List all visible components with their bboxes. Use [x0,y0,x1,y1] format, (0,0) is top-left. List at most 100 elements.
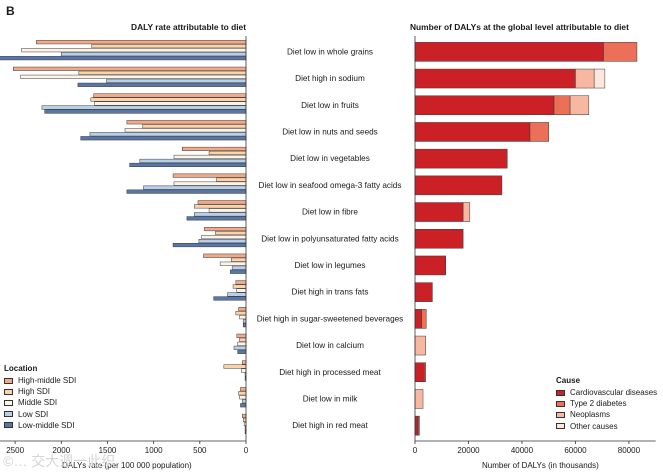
legend-label: Low-middle SDI [18,420,75,430]
category-label-diet-high-in-sugar-sweetened-beverages: Diet high in sugar-sweetened beverages [257,314,404,323]
legend-item-type-2-diabetes: Type 2 diabetes [556,398,657,409]
left-bar-middle-sdi-14 [239,395,247,400]
legend-item-low-sdi: Low SDI [4,409,76,420]
left-bar-low-middle-sdi-7 [186,216,247,221]
legend-swatch [4,422,13,429]
left-bar-high-middle-sdi-3 [93,93,247,98]
left-bar-high-middle-sdi-13 [242,360,247,365]
right-bar-neoplasms-12 [414,335,426,356]
left-bar-middle-sdi-6 [173,181,247,186]
left-bar-high-sdi-1 [91,44,247,49]
right-bar-cardiovascular-diseases-8 [414,229,464,249]
left-bar-high-middle-sdi-11 [238,307,247,312]
left-bar-low-sdi-5 [139,158,247,163]
left-bar-high-middle-sdi-6 [172,173,247,178]
left-bar-high-sdi-10 [232,284,247,289]
left-x-tick-label: 500 [193,446,207,455]
legend-swatch [556,411,565,418]
legend-swatch [556,400,565,407]
left-bar-middle-sdi-1 [21,48,247,53]
left-bar-low-middle-sdi-3 [44,109,247,114]
right-bar-cardiovascular-diseases-4 [414,122,531,142]
left-bar-low-sdi-14 [242,399,247,404]
left-bar-high-middle-sdi-10 [235,280,247,285]
left-bar-low-middle-sdi-2 [77,82,247,87]
legend-label: Neoplasms [570,410,611,420]
left-bar-high-middle-sdi-4 [126,120,247,125]
right-x-tick-label: 40000 [511,446,534,455]
right-bar-neoplasms-15 [418,415,420,436]
left-bar-high-middle-sdi-5 [182,146,247,151]
category-label-diet-low-in-whole-grains: Diet low in whole grains [287,47,373,56]
legend-label: Other causes [570,421,618,431]
axes-group: 2500 2000 1500 1000 500 0 0 20000 40000 60000 8000… [0,36,656,455]
category-label-diet-low-in-fibre: Diet low in fibre [302,208,358,217]
right-bar-cardiovascular-diseases-1 [414,42,604,62]
left-bar-middle-sdi-7 [208,208,247,213]
left-bar-middle-sdi-4 [124,128,247,133]
legend-swatch [4,388,13,395]
left-bar-high-sdi-13 [223,364,247,369]
right-x-tick-label: 0 [413,446,418,455]
right-bar-neoplasms-14 [414,389,424,409]
legend-label: Low SDI [18,409,49,419]
left-bar-low-middle-sdi-11 [242,323,247,328]
legend-item-other-causes: Other causes [556,421,657,432]
left-bar-middle-sdi-13 [241,368,247,373]
left-bar-low-sdi-9 [231,265,247,270]
left-bar-high-middle-sdi-15 [242,413,247,418]
category-label-diet-low-in-seafood-omega-3-fatty-acids: Diet low in seafood omega-3 fatty acids [259,181,402,190]
left-bar-middle-sdi-12 [237,341,247,346]
legend-label: Middle SDI [18,398,58,408]
left-bar-high-sdi-2 [78,70,247,75]
left-x-tick-label: 2500 [6,446,24,455]
category-label-group: Diet low in whole grains Diet high in sod… [257,47,404,430]
category-label-diet-low-in-vegetables: Diet low in vegetables [290,154,370,163]
left-bar-low-sdi-4 [89,132,247,137]
legend-label: High SDI [18,387,51,397]
legend-swatch [4,411,13,418]
category-label-diet-low-in-polyunsaturated-fatty-acids: Diet low in polyunsaturated fatty acids [261,234,398,243]
left-bar-low-sdi-2 [106,78,247,83]
left-bar-low-sdi-8 [198,239,247,244]
left-x-tick-label: 1500 [99,446,117,455]
left-bar-high-sdi-3 [90,97,247,102]
left-bar-low-sdi-10 [227,292,247,297]
left-bar-high-sdi-5 [208,150,247,155]
location-legend: Location High-middle SDI High SDI Middle… [4,364,76,431]
left-bar-low-middle-sdi-5 [129,162,247,167]
legend-item-low-middle-sdi: Low-middle SDI [4,420,76,431]
cause-legend: Cause Cardiovascular diseases Type 2 dia… [556,376,657,432]
right-x-tick-label: 60000 [564,446,587,455]
left-bar-low-sdi-12 [233,345,247,350]
right-x-axis-label: Number of DALYs (in thousands) [482,461,599,470]
left-x-tick-label: 1000 [145,446,163,455]
category-label-diet-low-in-calcium: Diet low in calcium [296,341,364,350]
right-bar-cardiovascular-diseases-7 [414,202,464,222]
category-label-diet-low-in-nuts-and-seeds: Diet low in nuts and seeds [282,127,378,136]
right-bar-type-2-diabetes-11 [421,309,427,329]
right-bar-cardiovascular-diseases-9 [414,255,446,276]
left-bar-high-sdi-8 [215,231,247,236]
right-bar-cardiovascular-diseases-2 [414,68,576,89]
left-bar-middle-sdi-10 [236,288,247,293]
right-bar-type-2-diabetes-4 [529,122,549,142]
left-bar-low-middle-sdi-9 [230,269,247,274]
right-bar-neoplasms-7 [462,202,471,222]
category-label-diet-low-in-fruits: Diet low in fruits [301,101,359,110]
left-bar-high-middle-sdi-14 [240,387,247,392]
panel-letter: B [6,4,15,18]
left-bar-low-sdi-7 [194,212,247,217]
left-bar-middle-sdi-11 [239,315,247,320]
left-bar-low-sdi-6 [143,185,247,190]
left-bar-high-sdi-11 [235,311,247,316]
left-bar-high-sdi-15 [242,417,247,422]
left-bar-low-middle-sdi-4 [80,136,247,141]
category-label-diet-high-in-processed-meat: Diet high in processed meat [279,368,381,377]
left-bar-high-sdi-12 [239,337,247,342]
legend-label: Cardiovascular diseases [570,388,658,398]
left-bar-low-sdi-1 [61,52,247,57]
left-bar-high-sdi-4 [142,124,247,129]
left-bar-low-middle-sdi-1 [0,56,247,61]
